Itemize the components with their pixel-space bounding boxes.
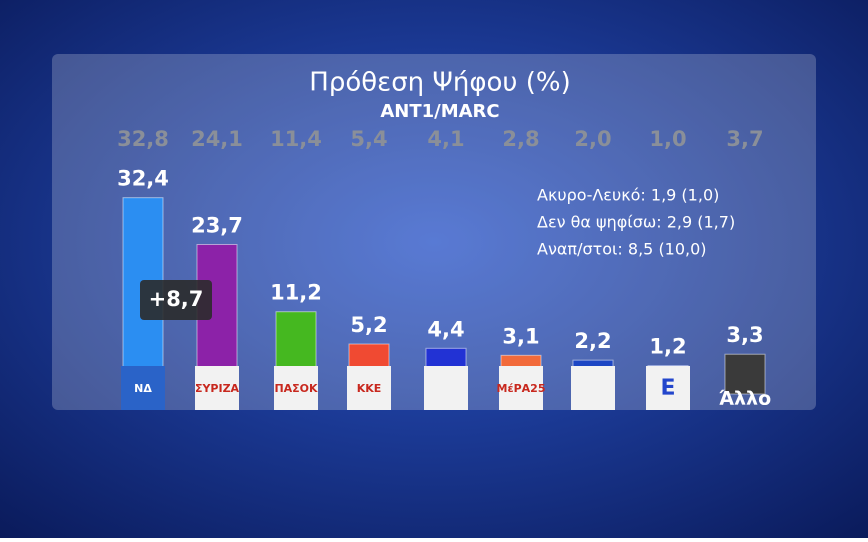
- value-label: 2,2: [574, 329, 611, 353]
- x-tick-label: Ε: [660, 376, 675, 401]
- chart-subtitle: ANT1/MARC: [380, 101, 499, 122]
- previous-value-label: 2,8: [502, 127, 539, 151]
- x-tick-label: ΣΥΡΙΖΑ: [195, 382, 240, 395]
- party-logo: [571, 366, 615, 410]
- note: Ακυρο-Λευκό: 1,9 (1,0): [537, 186, 719, 205]
- previous-value-label: 2,0: [574, 127, 611, 151]
- party-logo: [499, 366, 543, 410]
- party-logo: [347, 366, 391, 410]
- party-logo: [274, 366, 318, 410]
- party-logo: [195, 366, 239, 410]
- previous-value-label: 11,4: [270, 127, 322, 151]
- value-label: 3,3: [726, 323, 763, 347]
- value-label: 3,1: [502, 324, 539, 348]
- party-logo: [424, 366, 468, 410]
- party-logo: [121, 366, 165, 410]
- x-tick-label: Άλλο: [719, 388, 771, 410]
- value-label: 4,4: [427, 317, 464, 341]
- value-label: 23,7: [191, 213, 243, 237]
- x-tick-label: ΝΔ: [134, 382, 152, 395]
- previous-value-label: 1,0: [649, 127, 686, 151]
- previous-value-label: 5,4: [350, 127, 387, 151]
- value-label: 11,2: [270, 281, 322, 305]
- previous-value-label: 4,1: [427, 127, 464, 151]
- note: Δεν θα ψηφίσω: 2,9 (1,7): [537, 213, 735, 232]
- note: Αναπ/στοι: 8,5 (10,0): [537, 240, 707, 259]
- panel: [52, 54, 816, 410]
- annotation-box: [140, 280, 212, 320]
- value-label: 5,2: [350, 313, 387, 337]
- party-logo: [646, 366, 690, 410]
- previous-value-label: 24,1: [191, 127, 243, 151]
- x-tick-label: ΠΑΣΟΚ: [274, 382, 318, 395]
- value-label: 1,2: [649, 335, 686, 359]
- previous-value-label: 3,7: [726, 127, 763, 151]
- previous-value-label: 32,8: [117, 127, 169, 151]
- annotation: +8,7: [149, 287, 204, 311]
- chart-title: Πρόθεση Ψήφου (%): [309, 68, 570, 98]
- x-tick-label: ΚΚΕ: [357, 382, 382, 395]
- x-tick-label: ΜέΡΑ25: [497, 382, 546, 395]
- value-label: 32,4: [117, 167, 169, 191]
- bar: [724, 353, 766, 395]
